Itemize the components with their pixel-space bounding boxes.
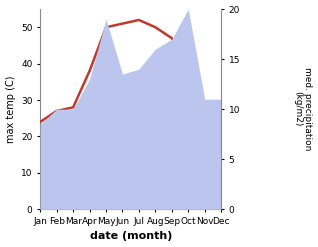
X-axis label: date (month): date (month) xyxy=(89,231,172,242)
Y-axis label: max temp (C): max temp (C) xyxy=(5,75,16,143)
Y-axis label: med. precipitation
(kg/m2): med. precipitation (kg/m2) xyxy=(293,67,313,151)
